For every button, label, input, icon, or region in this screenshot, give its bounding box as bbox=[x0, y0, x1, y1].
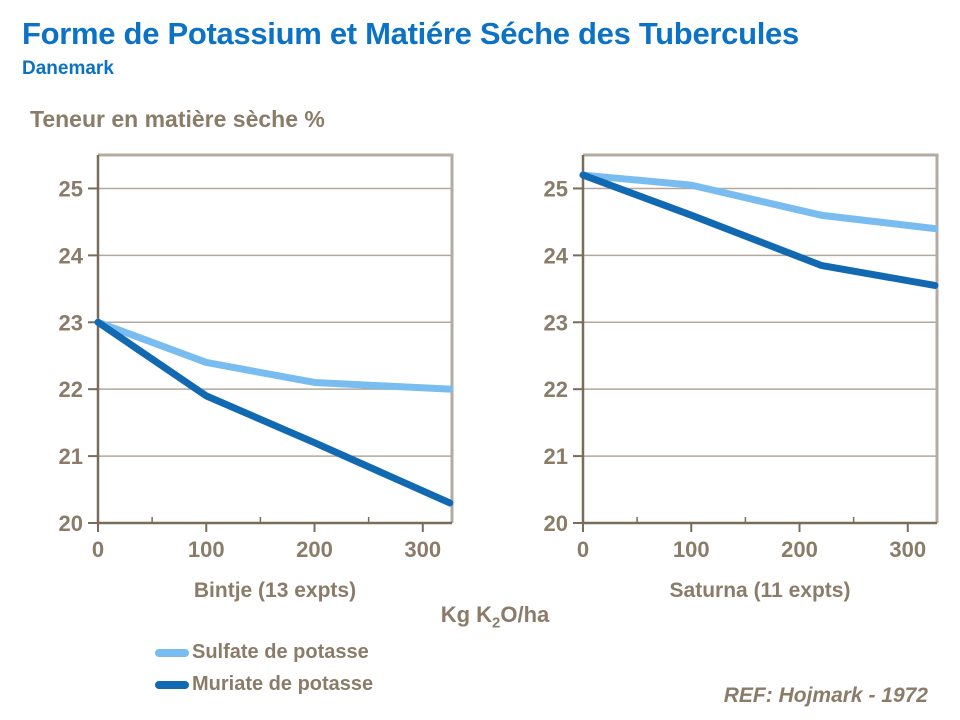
y-tick-label: 20 bbox=[544, 511, 568, 536]
y-tick-label: 24 bbox=[59, 243, 84, 268]
line-chart-saturna: 20 21 22 23 24 25 0 100 200 300 bbox=[544, 153, 939, 562]
series-line bbox=[94, 318, 454, 393]
x-tick-label: 0 bbox=[577, 537, 589, 562]
x-axis-title-prefix: Kg K bbox=[440, 602, 493, 627]
muriate-line-swatch-icon bbox=[155, 680, 189, 689]
legend-item-sulfate: Sulfate de potasse bbox=[155, 641, 373, 664]
y-axis-title: Teneur en matière sèche % bbox=[30, 106, 325, 132]
plot-border bbox=[98, 153, 454, 523]
x-axis-title: Kg K2O/ha bbox=[420, 602, 570, 631]
series-line bbox=[579, 171, 939, 233]
page-title: Forme de Potassium et Matiére Séche des … bbox=[22, 16, 799, 51]
x-tick-label: 100 bbox=[673, 537, 710, 562]
y-tick-label: 20 bbox=[59, 511, 83, 536]
plot-border bbox=[583, 153, 939, 523]
axis-lines bbox=[96, 155, 452, 525]
y-tick-label: 22 bbox=[544, 377, 568, 402]
y-tick-label: 22 bbox=[59, 377, 83, 402]
sulfate-line-swatch-icon bbox=[155, 648, 189, 657]
x-tick-label: 200 bbox=[296, 537, 333, 562]
x-tick-label: 0 bbox=[92, 537, 104, 562]
legend-item-muriate: Muriate de potasse bbox=[155, 673, 373, 696]
y-tick-label: 25 bbox=[59, 176, 83, 201]
series-line bbox=[94, 318, 454, 507]
chart-title-saturna: Saturna (11 expts) bbox=[669, 579, 851, 602]
x-tick-label: 100 bbox=[188, 537, 225, 562]
y-tick-label: 21 bbox=[544, 444, 568, 469]
y-tick-label: 21 bbox=[59, 444, 83, 469]
y-tick-label: 24 bbox=[544, 243, 569, 268]
series-line bbox=[579, 171, 939, 289]
page-subtitle: Danemark bbox=[22, 58, 114, 79]
legend-label-muriate: Muriate de potasse bbox=[192, 673, 374, 695]
y-tick-label: 25 bbox=[544, 176, 568, 201]
y-tick-label: 23 bbox=[544, 310, 568, 335]
chart-title-bintje: Bintje (13 expts) bbox=[193, 579, 357, 602]
x-tick-label: 300 bbox=[404, 537, 441, 562]
x-axis-title-suffix: O/ha bbox=[500, 602, 550, 627]
y-tick-label: 23 bbox=[59, 310, 83, 335]
x-axis-title-subscript: 2 bbox=[492, 614, 501, 632]
legend-label-sulfate: Sulfate de potasse bbox=[192, 641, 369, 663]
x-tick-label: 300 bbox=[889, 537, 926, 562]
line-chart-bintje: 20 21 22 23 24 25 0 100 200 300 bbox=[59, 153, 454, 562]
axis-lines bbox=[581, 155, 937, 525]
reference-citation: REF: Hojmark - 1972 bbox=[723, 684, 928, 707]
x-tick-label: 200 bbox=[781, 537, 818, 562]
legend: Sulfate de potasse Muriate de potasse bbox=[155, 641, 373, 696]
